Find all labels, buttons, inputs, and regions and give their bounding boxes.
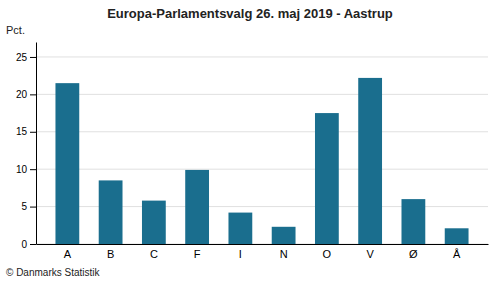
bar [401, 199, 425, 244]
grid-line [36, 56, 488, 57]
y-tick: 0 [21, 239, 36, 250]
x-tick: I [239, 248, 242, 260]
x-tick: N [280, 248, 288, 260]
x-tick-label: Å [453, 248, 461, 260]
bar [99, 180, 123, 244]
y-tick-mark [30, 132, 36, 133]
y-tick-mark [30, 244, 36, 245]
plot: 0 5 10 15 20 25 A B C F I N O V Ø Å [16, 43, 489, 260]
y-tick-mark [30, 169, 36, 170]
bar [142, 201, 166, 244]
bar [445, 228, 469, 244]
y-tick-mark [30, 207, 36, 208]
y-tick-label: 20 [16, 89, 28, 100]
y-tick-mark [30, 57, 36, 58]
x-tick: O [323, 248, 332, 260]
x-axis-line [37, 244, 489, 245]
x-tick: V [366, 248, 374, 260]
x-tick-label: V [366, 248, 374, 260]
y-tick: 15 [16, 126, 36, 137]
bar [315, 113, 339, 244]
x-tick-label: A [64, 248, 72, 260]
y-tick-label: 15 [16, 126, 28, 137]
grid-line [36, 169, 488, 170]
x-tick: A [64, 248, 72, 260]
bars [55, 78, 468, 244]
bar [185, 170, 209, 244]
bar [358, 78, 382, 244]
bar [55, 83, 79, 244]
grid-line [36, 94, 488, 95]
x-tick-label: O [323, 248, 332, 260]
y-tick: 25 [16, 52, 36, 63]
x-tick-label: I [239, 248, 242, 260]
x-tick-label: B [107, 248, 114, 260]
grid-line [36, 131, 488, 132]
x-tick-label: N [280, 248, 288, 260]
y-axis-line [36, 43, 37, 245]
x-tick: Ø [409, 248, 418, 260]
y-tick-label: 25 [16, 52, 28, 63]
grid [36, 57, 488, 244]
x-tick: C [150, 248, 158, 260]
y-tick-label: 0 [21, 239, 27, 250]
title: Europa-Parlamentsvalg 26. maj 2019 - Aas… [107, 6, 393, 21]
y-tick-mark [30, 94, 36, 95]
y-tick: 20 [16, 89, 36, 100]
footer: © Danmarks Statistik [6, 267, 101, 278]
y-label: Pct. [6, 24, 25, 36]
y-tick: 5 [21, 201, 36, 212]
x-tick: B [107, 248, 114, 260]
y-tick: 10 [16, 164, 36, 175]
x-tick: F [194, 248, 201, 260]
x-tick-label: C [150, 248, 158, 260]
x-axis: ABCFINOVØÅ [37, 245, 489, 260]
y-axis: 0 5 10 15 20 25 [16, 43, 37, 250]
chart: Europa-Parlamentsvalg 26. maj 2019 - Aas… [0, 0, 500, 282]
x-tick-label: Ø [409, 248, 418, 260]
bar [272, 227, 296, 244]
x-tick: Å [453, 248, 461, 260]
y-tick-label: 5 [21, 201, 27, 212]
bar [228, 213, 252, 244]
x-tick-label: F [194, 248, 201, 260]
y-tick-label: 10 [16, 164, 28, 175]
